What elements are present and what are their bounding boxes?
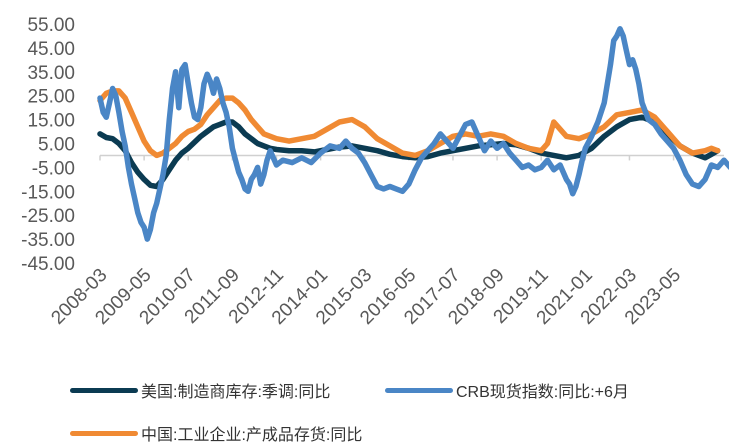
series-layer (97, 26, 729, 242)
legend-swatch-crb-index (385, 387, 453, 393)
y-axis: 55.00 45.00 35.00 25.00 15.00 5.00-5.00 -15.00… (21, 15, 75, 275)
y-tick-label: -45.00 (21, 254, 75, 275)
legend-label-us-inventory: 美国:制造商库存:季调:同比 (141, 384, 331, 401)
legend-item-china-inventory: 中国:工业企业:产成品存货:同比 (70, 421, 362, 445)
y-tick-label: 55.00 (27, 15, 75, 36)
series-line-1 (97, 26, 729, 242)
legend-swatch-us-inventory (70, 387, 138, 393)
legend-label-crb-index: CRB现货指数:同比:+6月 (456, 384, 629, 401)
line-chart: 55.00 45.00 35.00 25.00 15.00 5.00-5.00 -15.00… (21, 15, 729, 329)
legend-swatch-china-inventory (70, 430, 138, 436)
y-tick-label: 25.00 (27, 87, 75, 108)
y-tick-label: 15.00 (27, 111, 75, 132)
y-tick-label: -35.00 (21, 230, 75, 251)
y-tick-label: -25.00 (21, 206, 75, 227)
legend: 美国:制造商库存:季调:同比 CRB现货指数:同比:+6月 中国:工业企业:产成… (0, 368, 729, 447)
y-tick-label: 35.00 (27, 63, 75, 84)
y-tick-label: -5.00 (32, 158, 75, 179)
legend-label-china-inventory: 中国:工业企业:产成品存货:同比 (141, 427, 363, 444)
legend-item-crb-index: CRB现货指数:同比:+6月 (385, 378, 629, 402)
y-tick-label: 45.00 (27, 39, 75, 60)
y-tick-label: -15.00 (21, 182, 75, 203)
y-tick-label: 5.00 (38, 135, 75, 156)
legend-item-us-inventory: 美国:制造商库存:季调:同比 (70, 378, 330, 402)
